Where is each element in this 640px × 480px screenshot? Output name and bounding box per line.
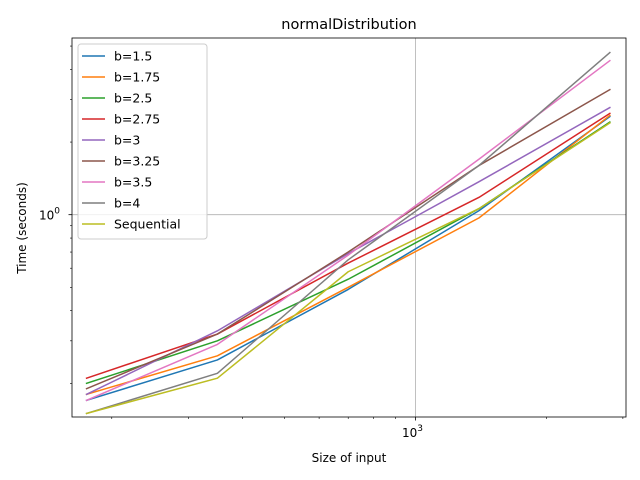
legend: b=1.5 b=1.75 b=2.5 b=2.75 b=3 b=3.25 b=3.5 b=4 S… <box>77 43 208 240</box>
legend-entry: b=1.75 <box>114 70 160 85</box>
series-lines <box>85 51 611 415</box>
series-line-6 <box>85 88 611 390</box>
x-tick-label-exponent: 3 <box>417 424 423 434</box>
legend-entry: b=2.75 <box>114 112 160 127</box>
legend-box <box>77 43 208 240</box>
legend-entry: b=3.25 <box>114 154 160 169</box>
axes-frame <box>71 37 627 418</box>
legend-entry: b=4 <box>114 196 140 211</box>
legend-entry: b=2.5 <box>114 91 152 106</box>
series-line-7 <box>85 59 611 402</box>
chart-title: normalDistribution <box>281 17 416 33</box>
legend-entry: b=3 <box>114 133 140 148</box>
series-line-4 <box>85 112 611 380</box>
x-axis-label: Size of input <box>312 451 387 465</box>
series-line-2 <box>85 114 611 396</box>
series-line-9 <box>85 121 611 415</box>
legend-entry: b=1.5 <box>114 49 152 64</box>
legend-entry: Sequential <box>114 217 181 232</box>
series-line-8 <box>85 51 611 415</box>
y-tick-label-exponent: 0 <box>54 207 60 217</box>
y-axis-label: Time (seconds) <box>15 182 29 275</box>
legend-entry: b=3.5 <box>114 175 152 190</box>
